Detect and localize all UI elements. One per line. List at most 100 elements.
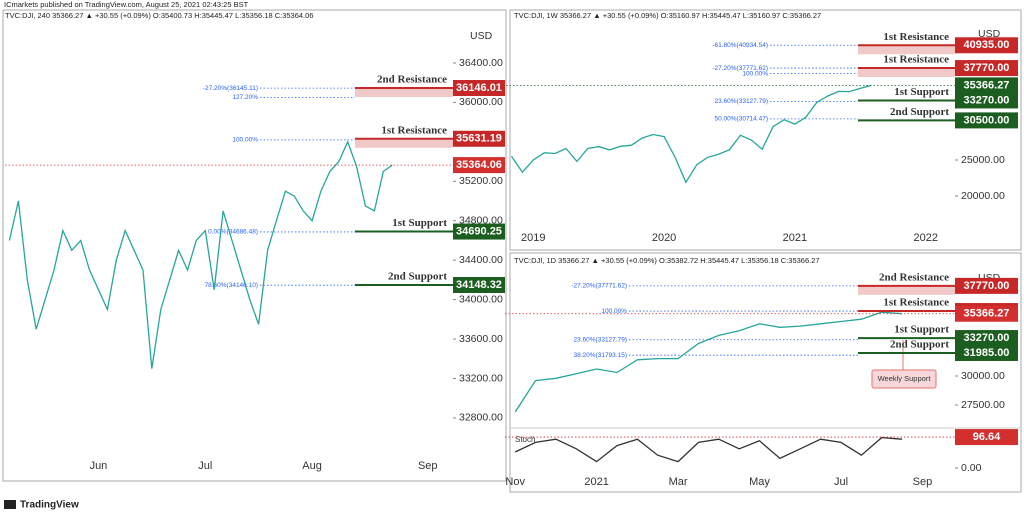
price-label: 40935.00: [964, 39, 1010, 51]
fib-label: 78.60%(34146.10): [205, 282, 259, 289]
annotation-box: [871, 369, 937, 389]
price-label-box: [955, 344, 1018, 361]
y-tick-label: 0.00: [961, 462, 982, 474]
level-name: 1st Support: [392, 217, 447, 229]
level-name: 2nd Resistance: [377, 74, 447, 86]
level-name: 1st Support: [894, 86, 949, 98]
level-name: 2nd Support: [890, 106, 949, 118]
fib-label: 50.00%(30714.47): [715, 116, 769, 123]
price-label-box: [955, 77, 1018, 94]
price-label: 30500.00: [964, 114, 1010, 126]
x-tick-label: Sep: [913, 476, 933, 488]
panel-frame: [509, 252, 1022, 493]
price-label-box: [955, 277, 1018, 294]
y-tick-label: 30000.00: [961, 370, 1005, 382]
unit-label: USD: [470, 30, 493, 42]
y-tick-label: 25000.00: [961, 154, 1005, 166]
price-label: 35364.06: [456, 159, 502, 171]
y-tick-label: 34400.00: [459, 254, 503, 266]
price-label: 35366.27: [964, 79, 1010, 91]
x-tick-label: Nov: [505, 476, 525, 488]
price-label-box: [955, 429, 1018, 446]
level-name: 1st Resistance: [381, 124, 447, 136]
price-label: 37770.00: [964, 62, 1010, 74]
price-label: 31985.00: [964, 347, 1010, 359]
y-tick-label: 34800.00: [459, 215, 503, 227]
y-tick-label: 36400.00: [459, 57, 503, 69]
y-tick-label: 27500.00: [961, 399, 1005, 411]
fib-label: 0.00%(34686.48): [208, 229, 258, 236]
fib-label: -27.20%(37771.62): [712, 65, 768, 72]
price-label: 35366.27: [964, 308, 1010, 320]
resistance-zone: [858, 68, 955, 78]
price-label: 33270.00: [964, 94, 1010, 106]
x-tick-label: 2021: [783, 232, 807, 244]
chart-header: TVC:DJI, 240 35366.27 ▲ +30.55 (+0.09%) …: [5, 11, 313, 20]
level-name: 1st Resistance: [883, 31, 949, 43]
price-label-box: [453, 276, 505, 293]
fib-label: 100.00%: [742, 70, 768, 77]
level-name: 1st Resistance: [883, 297, 949, 309]
resistance-zone: [355, 138, 453, 148]
x-tick-label: Mar: [669, 476, 688, 488]
level-name: 2nd Support: [388, 271, 447, 283]
resistance-zone: [355, 88, 453, 98]
fib-label: -27.20%(37771.62): [571, 283, 627, 290]
x-tick-label: 2021: [584, 476, 608, 488]
y-tick-label: 36000.00: [459, 96, 503, 108]
chart-header: TVC:DJI, 1W 35366.27 ▲ +30.55 (+0.09%) O…: [514, 11, 821, 20]
y-tick-label: 33600.00: [459, 333, 503, 345]
fib-label: 100.00%: [601, 308, 627, 315]
x-tick-label: 2020: [652, 232, 676, 244]
x-tick-label: Aug: [302, 460, 322, 472]
price-label-box: [955, 305, 1018, 322]
price-label-box: [955, 60, 1018, 77]
price-label-box: [453, 130, 505, 147]
fib-label: 23.60%(33127.79): [715, 98, 769, 105]
price-label-box: [955, 330, 1018, 347]
price-label: 34690.25: [456, 225, 502, 237]
level-name: 1st Resistance: [883, 54, 949, 66]
price-label: 33270.00: [964, 332, 1010, 344]
unit-label: USD: [978, 28, 1001, 40]
publisher: ICmarkets published on TradingView.com, …: [4, 0, 249, 9]
price-label-box: [453, 157, 505, 174]
level-name: 2nd Support: [890, 339, 949, 351]
x-tick-label: 2022: [914, 232, 938, 244]
price-label: 35631.19: [456, 133, 502, 145]
x-tick-label: May: [749, 476, 770, 488]
fib-label: -27.20%(36145.11): [203, 85, 258, 92]
level-name: 2nd Resistance: [879, 271, 949, 283]
y-tick-label: 20000.00: [961, 190, 1005, 202]
fib-label: 127.20%: [232, 94, 258, 101]
price-label-box: [453, 223, 505, 240]
panel-frame: [509, 9, 1022, 251]
price-label-box: [955, 92, 1018, 109]
price-label: 34148.32: [456, 279, 502, 291]
resistance-zone: [858, 45, 955, 55]
fib-label: -61.80%(40934.54): [712, 42, 768, 49]
x-tick-label: Jul: [834, 476, 848, 488]
chart-header: TVC:DJI, 1D 35366.27 ▲ +30.55 (+0.09%) O…: [514, 256, 820, 265]
x-tick-label: Jun: [90, 460, 108, 472]
x-tick-label: Sep: [418, 460, 438, 472]
price-label: 96.64: [973, 431, 1001, 443]
price-label-box: [955, 112, 1018, 129]
price-line: [514, 436, 903, 463]
y-tick-label: 32800.00: [459, 412, 503, 424]
y-tick-label: 33200.00: [459, 372, 503, 384]
resistance-zone: [858, 285, 955, 295]
level-name: 1st Support: [894, 324, 949, 336]
panel-frame: [2, 9, 507, 482]
price-label: 37770.00: [964, 280, 1010, 292]
fib-label: 23.60%(33127.79): [574, 336, 628, 343]
price-line: [514, 311, 903, 413]
price-label: 36146.01: [456, 82, 502, 94]
x-tick-label: 2019: [521, 232, 545, 244]
y-tick-label: 35200.00: [459, 175, 503, 187]
brand: TradingView: [20, 500, 79, 511]
price-label-box: [955, 37, 1018, 54]
logo: [4, 500, 16, 509]
